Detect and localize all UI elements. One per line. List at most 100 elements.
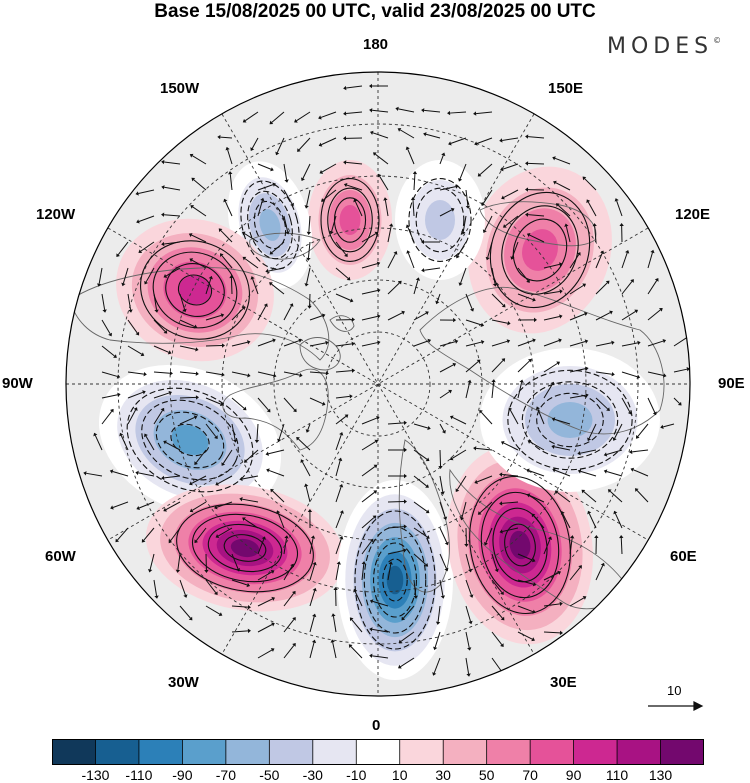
wind-arrow: [413, 579, 418, 599]
wind-arrow: [474, 137, 493, 146]
wind-arrow: [179, 579, 188, 598]
wind-arrow: [660, 423, 675, 429]
wind-arrow: [465, 657, 471, 677]
contour-line: [141, 399, 239, 481]
wind-arrow: [361, 314, 381, 321]
wind-arrow: [353, 198, 363, 217]
wind-arrow: [517, 293, 536, 302]
wind-arrow: [500, 163, 519, 172]
wind-arrow: [179, 319, 198, 329]
contour-line: [489, 191, 591, 309]
wind-arrow: [335, 536, 344, 555]
wind-arrow: [543, 338, 562, 347]
anomaly-band: [386, 565, 404, 595]
wind-arrow: [543, 536, 552, 555]
wind-arrow: [205, 579, 218, 596]
wind-arrow: [163, 267, 181, 278]
wind-arrow: [116, 241, 129, 258]
wind-arrow: [361, 231, 379, 243]
wind-arrow: [619, 223, 624, 243]
wind-arrow: [269, 282, 285, 295]
wind-arrow: [499, 137, 519, 143]
anomaly-contours: [126, 178, 633, 650]
wind-arrow: [179, 293, 187, 313]
wind-arrow: [300, 459, 311, 477]
wind-arrow: [283, 617, 296, 633]
wind-arrow: [439, 579, 446, 599]
wind-arrow: [647, 307, 663, 321]
wind-arrow: [361, 416, 380, 425]
wind-arrow: [560, 511, 571, 529]
wind-arrow: [270, 488, 285, 503]
wind-arrow: [517, 605, 536, 614]
wind-arrow: [554, 490, 571, 503]
wind-arrow: [231, 579, 251, 588]
wind-arrow: [231, 423, 238, 443]
wind-arrow: [501, 189, 519, 200]
wind-arrow: [491, 339, 511, 347]
wind-arrow: [194, 527, 207, 544]
wind-arrow: [161, 475, 181, 481]
wind-arrow: [283, 643, 296, 659]
wind-arrow: [543, 262, 563, 269]
wind-arrow: [318, 137, 337, 147]
contour-line: [155, 411, 225, 469]
wind-arrow: [527, 440, 545, 451]
wind-arrow: [306, 215, 312, 235]
wind-arrow: [136, 215, 155, 224]
wind-arrow: [250, 276, 259, 295]
canada-coast: [69, 267, 330, 361]
wind-arrow: [153, 407, 165, 425]
wind-arrow: [239, 497, 259, 503]
colorbar-tick-label: -130: [81, 767, 110, 783]
wind-arrow: [439, 423, 446, 434]
contour-central-siberia-low: [507, 369, 633, 471]
wind-arrow: [413, 475, 429, 488]
wind-arrow: [517, 553, 536, 563]
colorbar-swatch: [530, 739, 575, 765]
wind-arrow: [435, 605, 441, 625]
wind-arrow: [335, 394, 353, 399]
wind-arrow: [218, 228, 233, 243]
wind-arrow: [231, 306, 246, 321]
wind-arrow: [309, 587, 317, 607]
colorbar-swatch: [95, 739, 140, 765]
wind-arrow: [421, 267, 441, 273]
wind-arrow: [517, 579, 537, 587]
wind-arrow: [491, 579, 504, 595]
wind-arrow: [283, 189, 294, 207]
colorbar: [52, 739, 704, 765]
wind-arrow: [607, 489, 623, 503]
wind-arrow: [499, 527, 519, 534]
contour-line: [504, 523, 536, 567]
wind-arrow: [647, 371, 667, 378]
wind-arrow: [257, 397, 271, 413]
wind-arrow: [335, 368, 355, 373]
colorbar-tick-label: -50: [259, 767, 280, 783]
anomaly-east-siberia-high: [468, 166, 612, 334]
contour-line: [469, 475, 571, 615]
chukotka-alaska-coast: [249, 201, 597, 260]
contour-line: [223, 534, 267, 562]
wind-arrow: [265, 449, 285, 456]
wind-arrow: [119, 432, 129, 451]
wind-arrow: [231, 340, 251, 347]
wind-arrow: [432, 657, 441, 676]
wind-arrow: [473, 111, 493, 116]
wind-arrow: [304, 267, 311, 287]
wind-arrow: [204, 553, 209, 573]
wind-arrow: [397, 127, 415, 139]
wind-arrow: [387, 548, 407, 555]
contour-line: [492, 507, 548, 583]
wind-arrow: [309, 639, 317, 659]
wind-arrow: [223, 198, 233, 217]
wind-arrow: [189, 153, 207, 165]
colorbar-tick-label: -10: [346, 767, 367, 783]
wind-arrow: [586, 199, 597, 217]
wind-arrow: [101, 408, 114, 425]
wind-arrow: [458, 267, 467, 286]
colorbar-swatch: [443, 739, 488, 765]
anomaly-band: [547, 402, 593, 438]
wind-arrow: [369, 83, 389, 89]
wind-arrow: [448, 137, 467, 146]
